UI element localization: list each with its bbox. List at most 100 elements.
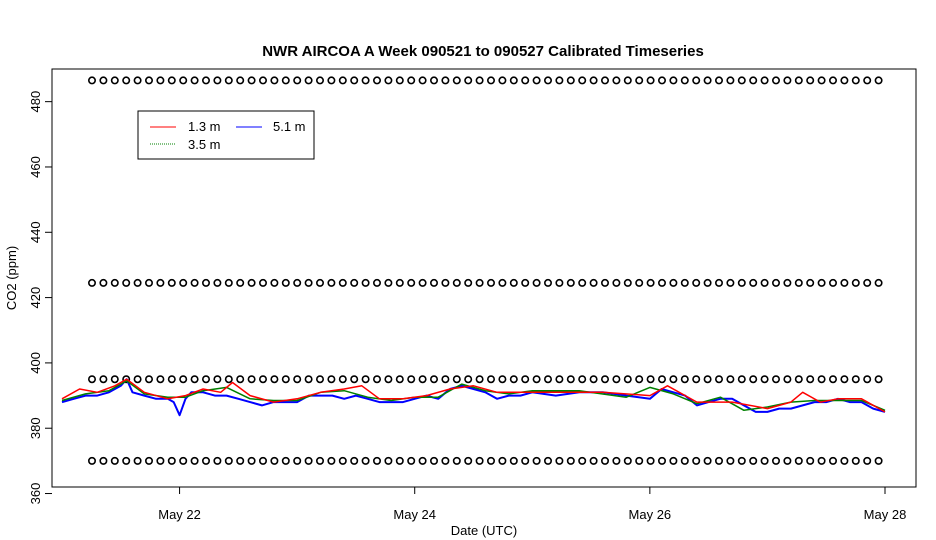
calibration-marker	[806, 375, 815, 384]
calibration-marker	[669, 76, 678, 85]
calibration-marker	[441, 278, 450, 287]
calibration-marker	[361, 278, 370, 287]
x-tick-label: May 24	[393, 507, 436, 522]
calibration-marker	[372, 375, 381, 384]
calibration-marker	[657, 456, 666, 465]
calibration-marker	[532, 456, 541, 465]
calibration-marker	[99, 375, 108, 384]
calibration-marker	[475, 456, 484, 465]
calibration-marker	[304, 278, 313, 287]
calibration-marker	[110, 76, 119, 85]
calibration-marker	[418, 375, 427, 384]
legend: 1.3 m 5.1 m 3.5 m	[137, 110, 315, 160]
calibration-marker	[794, 278, 803, 287]
calibration-marker	[874, 456, 883, 465]
calibration-marker	[692, 456, 701, 465]
calibration-marker	[247, 456, 256, 465]
calibration-marker	[851, 456, 860, 465]
calibration-marker	[202, 76, 211, 85]
calibration-marker	[635, 278, 644, 287]
calibration-marker	[190, 278, 199, 287]
calibration-marker	[407, 456, 416, 465]
calibration-marker	[361, 76, 370, 85]
calibration-marker	[327, 456, 336, 465]
calibration-marker	[543, 278, 552, 287]
calibration-marker	[817, 76, 826, 85]
calibration-marker	[247, 278, 256, 287]
calibration-marker	[202, 375, 211, 384]
calibration-marker	[851, 375, 860, 384]
y-tick-label: 420	[28, 287, 43, 309]
calibration-marker	[213, 76, 222, 85]
calibration-marker	[714, 375, 723, 384]
calibration-marker	[167, 456, 176, 465]
calibration-marker	[293, 375, 302, 384]
calibration-marker	[703, 456, 712, 465]
calibration-marker	[566, 278, 575, 287]
calibration-marker	[703, 375, 712, 384]
calibration-marker	[88, 375, 97, 384]
calibration-marker	[384, 456, 393, 465]
calibration-marker	[179, 456, 188, 465]
calibration-marker	[338, 375, 347, 384]
calibration-marker	[589, 278, 598, 287]
calibration-marker	[327, 278, 336, 287]
calibration-marker	[692, 278, 701, 287]
calibration-marker	[669, 375, 678, 384]
calibration-marker	[863, 278, 872, 287]
calibration-marker	[783, 456, 792, 465]
calibration-marker	[863, 456, 872, 465]
calibration-marker	[475, 375, 484, 384]
calibration-marker	[258, 456, 267, 465]
legend-label-3-5m: 3.5 m	[188, 137, 221, 152]
calibration-marker	[395, 375, 404, 384]
calibration-marker	[817, 456, 826, 465]
calibration-marker	[236, 278, 245, 287]
calibration-marker	[122, 76, 131, 85]
calibration-marker	[350, 278, 359, 287]
plot-frame	[51, 68, 917, 488]
calibration-marker	[213, 278, 222, 287]
calibration-marker	[88, 456, 97, 465]
calibration-marker	[635, 456, 644, 465]
calibration-marker	[863, 76, 872, 85]
calibration-marker	[714, 456, 723, 465]
calibration-marker	[190, 76, 199, 85]
calibration-marker	[418, 456, 427, 465]
calibration-marker	[714, 76, 723, 85]
calibration-marker	[372, 76, 381, 85]
calibration-marker	[384, 76, 393, 85]
calibration-marker	[213, 456, 222, 465]
calibration-marker	[771, 76, 780, 85]
calibration-marker	[110, 375, 119, 384]
calibration-marker	[635, 375, 644, 384]
calibration-marker	[361, 456, 370, 465]
calibration-marker	[646, 76, 655, 85]
calibration-marker	[783, 278, 792, 287]
calibration-marker	[692, 375, 701, 384]
calibration-marker	[486, 76, 495, 85]
calibration-marker	[247, 375, 256, 384]
calibration-marker	[771, 278, 780, 287]
calibration-marker	[110, 456, 119, 465]
legend-label-5-1m: 5.1 m	[273, 119, 306, 134]
calibration-marker	[384, 278, 393, 287]
calibration-marker	[623, 278, 632, 287]
calibration-marker	[669, 278, 678, 287]
calibration-marker	[669, 456, 678, 465]
calibration-marker	[817, 278, 826, 287]
calibration-marker	[498, 375, 507, 384]
calibration-marker	[555, 456, 564, 465]
calibration-marker	[156, 278, 165, 287]
series-lines	[61, 378, 886, 417]
calibration-marker	[133, 456, 142, 465]
calibration-marker	[88, 278, 97, 287]
calibration-marker	[88, 76, 97, 85]
calibration-marker	[726, 76, 735, 85]
calibration-marker	[110, 278, 119, 287]
calibration-marker	[224, 375, 233, 384]
calibration-marker	[304, 76, 313, 85]
calibration-marker	[600, 456, 609, 465]
calibration-marker	[623, 76, 632, 85]
